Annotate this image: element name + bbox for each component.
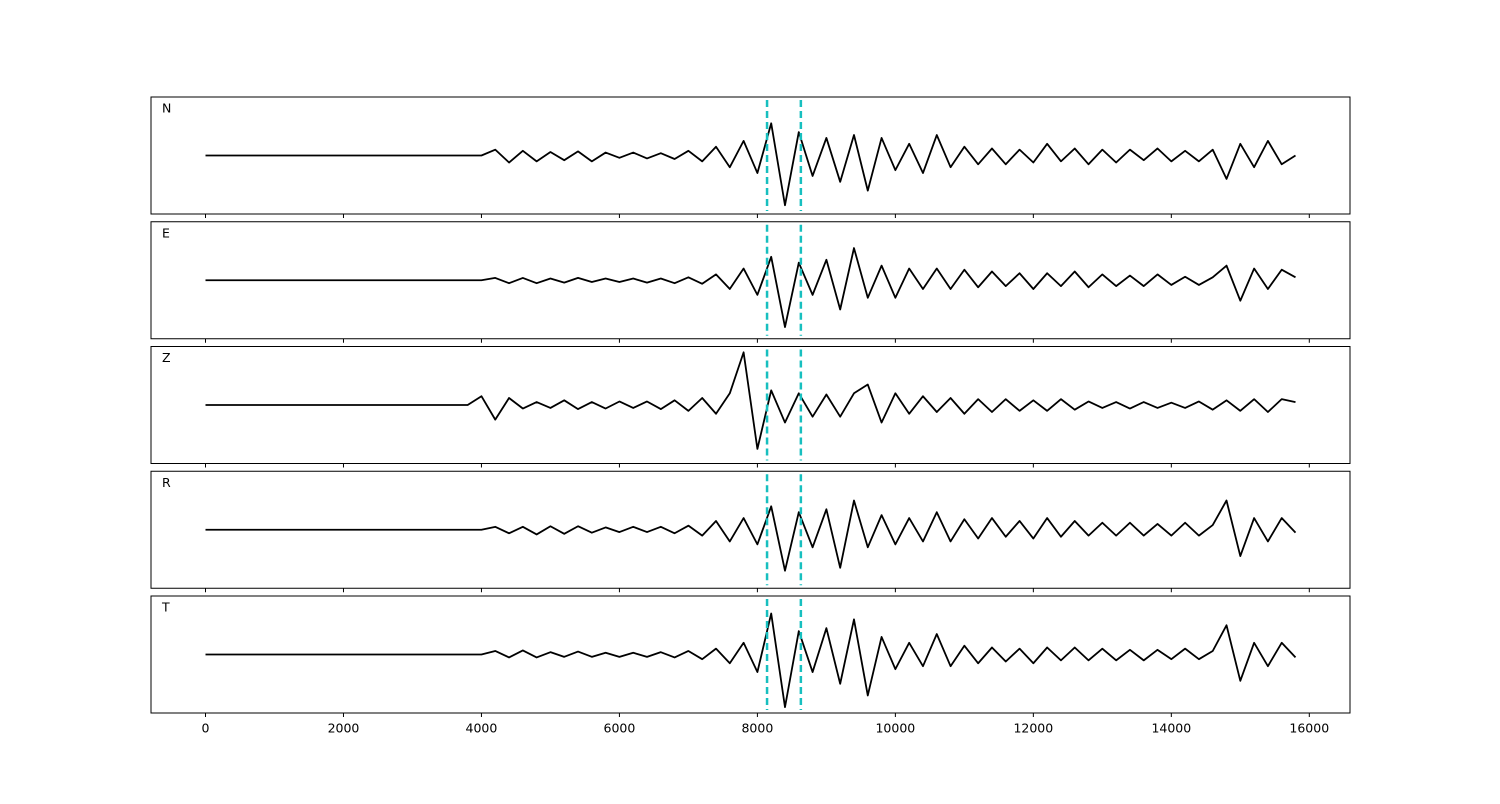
trace — [205, 612, 1297, 709]
panel-frame — [150, 470, 1351, 589]
x-tick-label: 10000 — [875, 721, 915, 736]
x-tick-label: 12000 — [1013, 721, 1053, 736]
x-tick-label: 6000 — [604, 721, 636, 736]
panel-frame — [150, 595, 1351, 714]
trace — [205, 247, 1296, 328]
panel-frame — [150, 346, 1351, 464]
trace — [205, 351, 1296, 450]
panel-label: E — [162, 225, 170, 240]
panel-label: N — [162, 101, 171, 116]
panel-frame — [150, 221, 1351, 340]
panel-label: R — [162, 475, 171, 490]
x-tick-label: 14000 — [1151, 721, 1191, 736]
x-tick-label: 8000 — [741, 721, 773, 736]
panel-label: T — [161, 600, 170, 615]
trace — [205, 122, 1296, 207]
trace — [205, 499, 1297, 572]
x-tick-label: 16000 — [1289, 721, 1329, 736]
x-tick-label: 4000 — [466, 721, 498, 736]
panel-label: Z — [162, 350, 171, 365]
panel-frame — [150, 96, 1351, 215]
x-tick-label: 0 — [202, 721, 210, 736]
x-tick-label: 2000 — [328, 721, 360, 736]
